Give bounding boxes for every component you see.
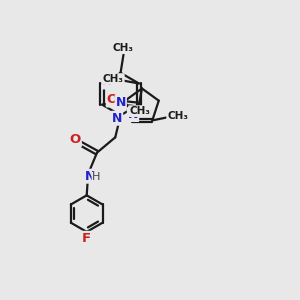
Text: N: N: [128, 108, 138, 121]
Text: CH₃: CH₃: [129, 106, 150, 116]
Text: O: O: [70, 133, 81, 146]
Text: N: N: [112, 112, 122, 125]
Text: N: N: [102, 76, 113, 88]
Text: N: N: [85, 170, 95, 183]
Text: O: O: [107, 93, 118, 106]
Text: CH₃: CH₃: [113, 43, 134, 53]
Text: F: F: [82, 232, 91, 245]
Text: H: H: [92, 172, 100, 182]
Text: N: N: [116, 96, 126, 109]
Text: CH₃: CH₃: [167, 111, 188, 121]
Text: CH₃: CH₃: [103, 74, 124, 84]
